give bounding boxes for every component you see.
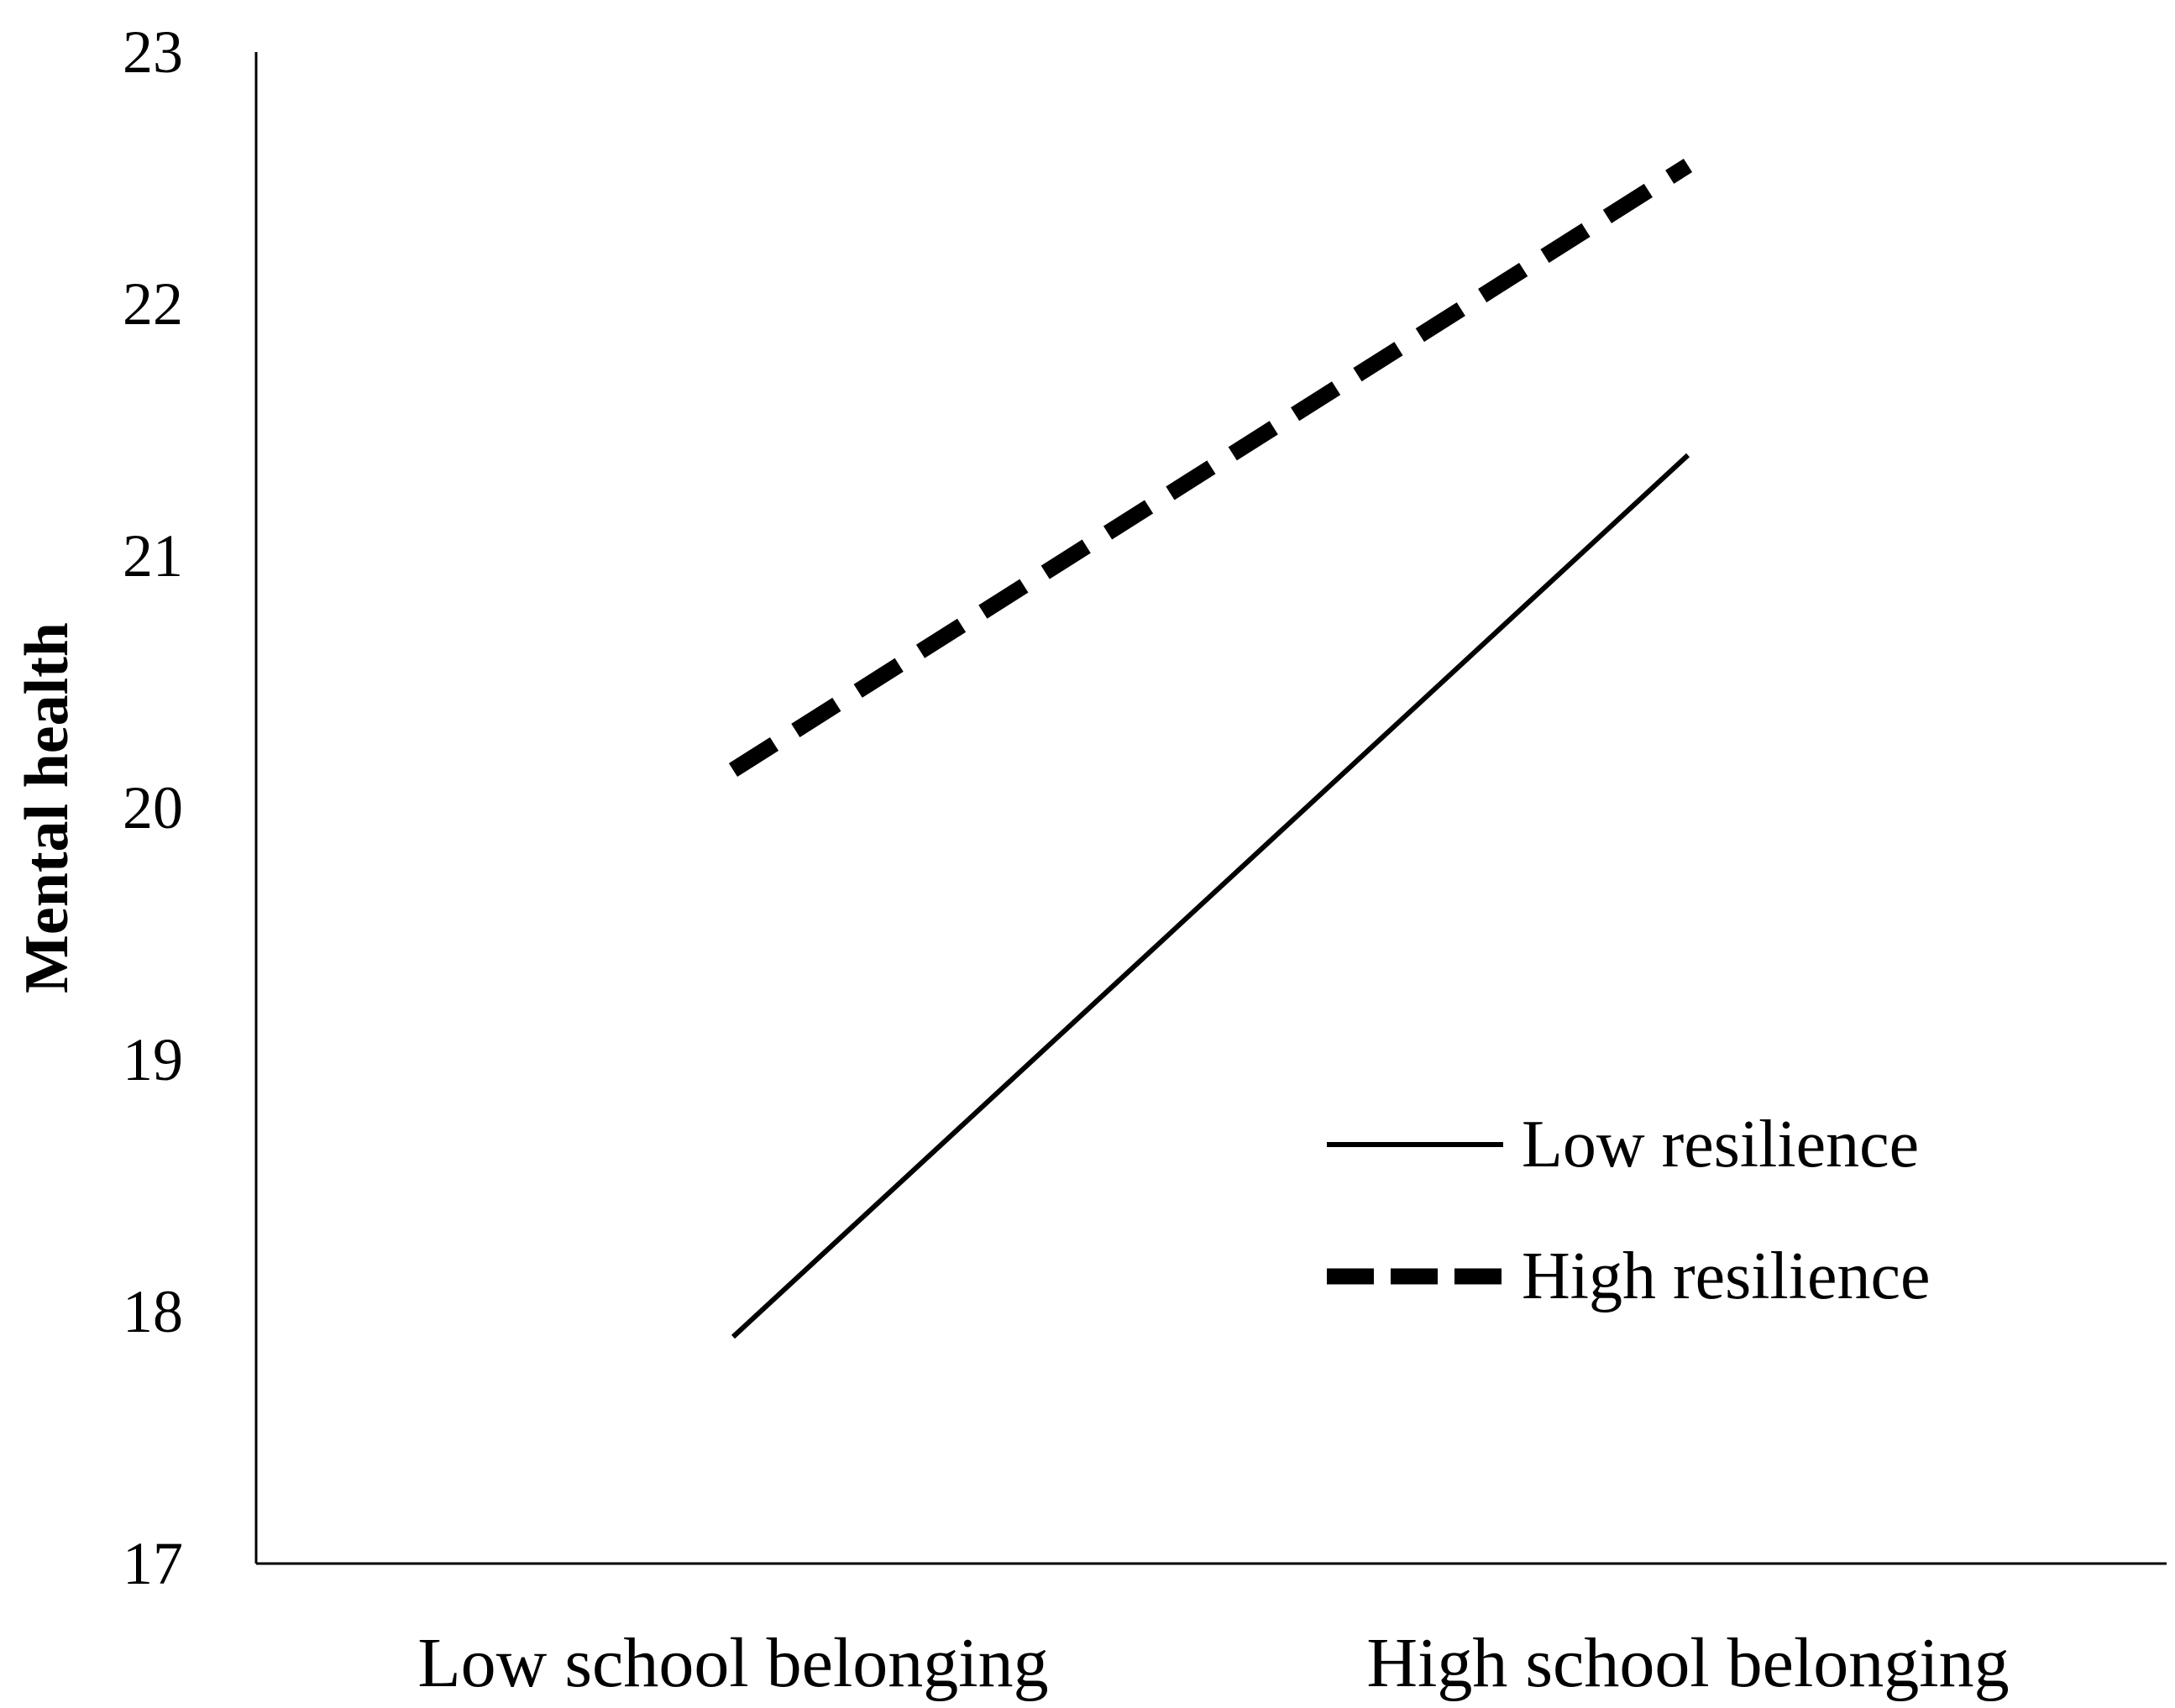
legend-label: Low resilience bbox=[1522, 1108, 1919, 1181]
y-tick-labels: 17 18 19 20 21 22 23 bbox=[123, 18, 183, 1597]
y-tick-label: 21 bbox=[123, 522, 183, 589]
x-category-labels: Low school belonging High school belongin… bbox=[417, 1624, 2009, 1702]
series-line-high-resilience bbox=[728, 158, 1693, 778]
y-axis-title: Mental health bbox=[13, 622, 81, 993]
y-tick-label: 19 bbox=[123, 1026, 183, 1093]
y-tick-label: 20 bbox=[123, 774, 183, 841]
y-tick-label: 17 bbox=[123, 1530, 183, 1597]
legend-label: High resilience bbox=[1522, 1239, 1930, 1313]
y-tick-label: 18 bbox=[123, 1278, 183, 1345]
x-category-label: High school belonging bbox=[1366, 1624, 2009, 1702]
series-lines bbox=[728, 158, 1693, 1339]
x-category-label: Low school belonging bbox=[417, 1624, 1048, 1702]
axes bbox=[254, 52, 2167, 1565]
legend: Low resilience High resilience bbox=[1327, 1108, 1930, 1313]
y-tick-label: 22 bbox=[123, 270, 183, 338]
series-line-low-resilience bbox=[731, 453, 1690, 1339]
y-tick-label: 23 bbox=[123, 18, 183, 86]
